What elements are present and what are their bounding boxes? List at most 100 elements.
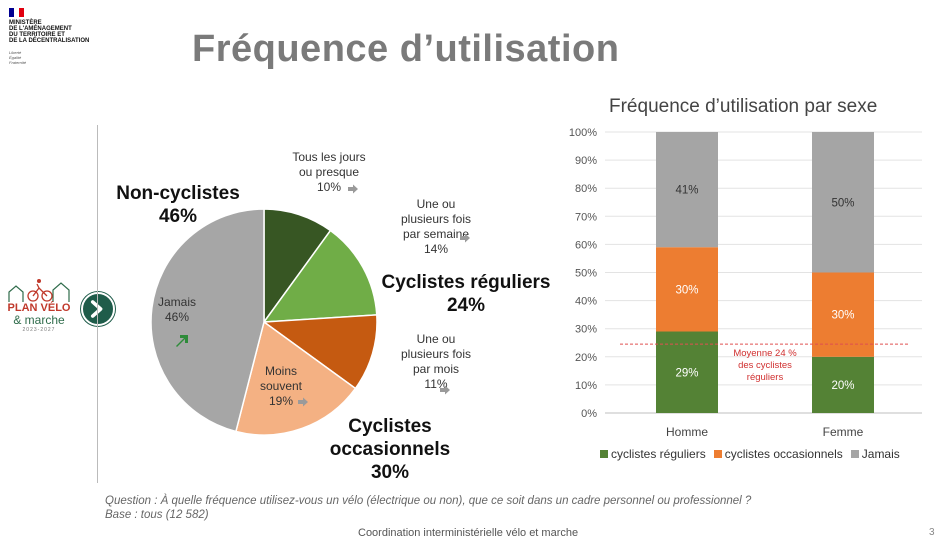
arrow-right-icon <box>348 184 358 194</box>
ministry-motto: Liberté Égalité Fraternité <box>9 50 27 65</box>
y-tick-label: 0% <box>581 408 597 420</box>
bicycle-houses-icon <box>8 279 70 302</box>
bar-value-label: 30% <box>831 310 854 322</box>
group-label-occasional: Cyclistes occasionnels 30% <box>330 416 450 483</box>
plan-velo-title: PLAN VÉLO <box>7 302 71 314</box>
pie-slice-label-line: Jamais <box>158 295 196 309</box>
bar-segment <box>656 132 718 248</box>
legend-item-jamais: Jamais <box>850 447 900 461</box>
group-label-occasional-line: Cyclistes <box>348 416 431 437</box>
pie-slice-label-line: Une ou <box>417 197 456 211</box>
pie-slice-label-line: par mois <box>413 362 459 376</box>
group-label-non-cyclists-line: 46% <box>159 206 197 227</box>
bar-legend: cyclistes réguliers cyclistes occasionne… <box>600 447 900 461</box>
pie-slice-label-line: Une ou <box>417 332 456 346</box>
group-label-regular: Cyclistes réguliers 24% <box>382 272 551 316</box>
group-label-regular-line: 24% <box>447 295 485 316</box>
bar-segment <box>812 132 874 273</box>
legend-label-occasional: cyclistes occasionnels <box>724 447 843 461</box>
pie-slice-label: Tous les jours ou presque 10% <box>292 150 365 194</box>
y-tick-label: 80% <box>575 183 597 195</box>
pie-slice-label: Moins souvent 19% <box>260 364 303 408</box>
pie-slice <box>234 320 357 436</box>
legend-swatch-occasional <box>713 450 722 458</box>
plan-velo-subtitle: & marche <box>13 313 65 327</box>
pie-slice-label: Jamais 46% <box>158 295 196 324</box>
pie-slice-label-line: par semaine <box>403 227 469 241</box>
footer-text: Coordination interministérielle vélo et … <box>358 527 579 539</box>
pie-slice-label-line: plusieurs fois <box>401 347 471 361</box>
group-label-non-cyclists: Non-cyclistes 46% <box>116 183 240 227</box>
question-line: Question : À quelle fréquence utilisez-v… <box>105 495 752 507</box>
pie-slice-label-line: plusieurs fois <box>401 212 471 226</box>
pie-slice-label-line: 46% <box>165 310 189 324</box>
bar-chart-title: Fréquence d’utilisation par sexe <box>609 96 878 117</box>
average-label: Moyenne 24 % des cyclistes réguliers <box>733 348 797 383</box>
legend-label-regular: cyclistes réguliers <box>611 447 706 461</box>
y-tick-label: 40% <box>575 296 597 308</box>
legend-swatch-jamais <box>850 450 859 458</box>
french-flag-icon <box>9 8 24 17</box>
y-tick-label: 20% <box>575 352 597 364</box>
legend-item-occasional: cyclistes occasionnels <box>713 447 843 461</box>
arrow-right-icon <box>460 233 470 243</box>
pie-slice-label-line: ou presque <box>299 165 359 179</box>
legend-swatch-regular <box>600 450 608 458</box>
pie-slice-label: Une ou plusieurs fois par semaine 14% <box>401 197 471 256</box>
y-tick-label: 90% <box>575 155 597 167</box>
bar-value-label: 41% <box>675 185 698 197</box>
group-label-occasional-line: 30% <box>371 462 409 483</box>
average-label-line: Moyenne 24 % <box>733 348 797 359</box>
pie-slice-label-line: 19% <box>269 394 293 408</box>
trend-up-icon <box>176 335 188 347</box>
pie-slice <box>263 208 332 325</box>
bar-segment <box>812 356 874 413</box>
y-tick-label: 10% <box>575 380 597 392</box>
arrow-right-icon <box>298 397 308 407</box>
legend-label-jamais: Jamais <box>861 447 900 461</box>
chevron-right-icon[interactable] <box>81 292 115 326</box>
pie-slice-label-line: Tous les jours <box>292 150 365 164</box>
base-line: Base : tous (12 582) <box>105 509 209 521</box>
pie-slice-label-line: souvent <box>260 379 303 393</box>
pie-slice <box>150 208 265 433</box>
pie-slice-label-line: 11% <box>424 377 447 391</box>
flag-stripe-blue <box>9 8 14 17</box>
page-title: Fréquence d’utilisation <box>192 28 620 70</box>
x-tick-label: Femme <box>823 425 864 439</box>
group-label-regular-line: Cyclistes réguliers <box>382 272 551 293</box>
x-tick-label: Homme <box>666 425 708 439</box>
pie-slice <box>262 229 378 323</box>
pie-slice-label-line: 14% <box>424 242 448 256</box>
bar-value-label: 29% <box>675 367 698 379</box>
pie-slice-label-line: Moins <box>265 364 297 378</box>
bar-value-label: 30% <box>675 284 698 296</box>
bar-value-label: 20% <box>831 380 854 392</box>
survey-question: Question : À quelle fréquence utilisez-v… <box>105 494 751 522</box>
pie-slice <box>261 314 378 390</box>
y-tick-label: 30% <box>575 324 597 336</box>
y-tick-label: 50% <box>575 268 597 280</box>
average-label-line: réguliers <box>747 372 784 383</box>
flag-stripe-red <box>19 8 24 17</box>
page-number: 3 <box>929 527 935 538</box>
flag-stripe-white <box>14 8 19 17</box>
legend-item-regular: cyclistes réguliers <box>600 447 706 461</box>
bar-segment <box>812 272 874 357</box>
group-label-occasional-line: occasionnels <box>330 439 450 460</box>
y-tick-label: 70% <box>575 211 597 223</box>
pie-slice-label-line: 10% <box>317 180 341 194</box>
y-tick-label: 60% <box>575 239 597 251</box>
group-label-non-cyclists-line: Non-cyclistes <box>116 183 240 204</box>
ministry-name: MINISTÈRE DE L'AMÉNAGEMENT DU TERRITOIRE… <box>9 20 90 44</box>
plan-velo-years: 2023-2027 <box>22 327 56 333</box>
bar-segment <box>656 331 718 413</box>
pie-slice-label: Une ou plusieurs fois par mois 11% <box>401 332 471 391</box>
arrow-right-icon <box>440 385 450 395</box>
average-label-line: des cyclistes <box>738 360 792 371</box>
y-tick-label: 100% <box>569 127 597 139</box>
bar-value-label: 50% <box>831 197 854 209</box>
bar-segment <box>656 247 718 332</box>
vertical-divider <box>97 125 98 483</box>
